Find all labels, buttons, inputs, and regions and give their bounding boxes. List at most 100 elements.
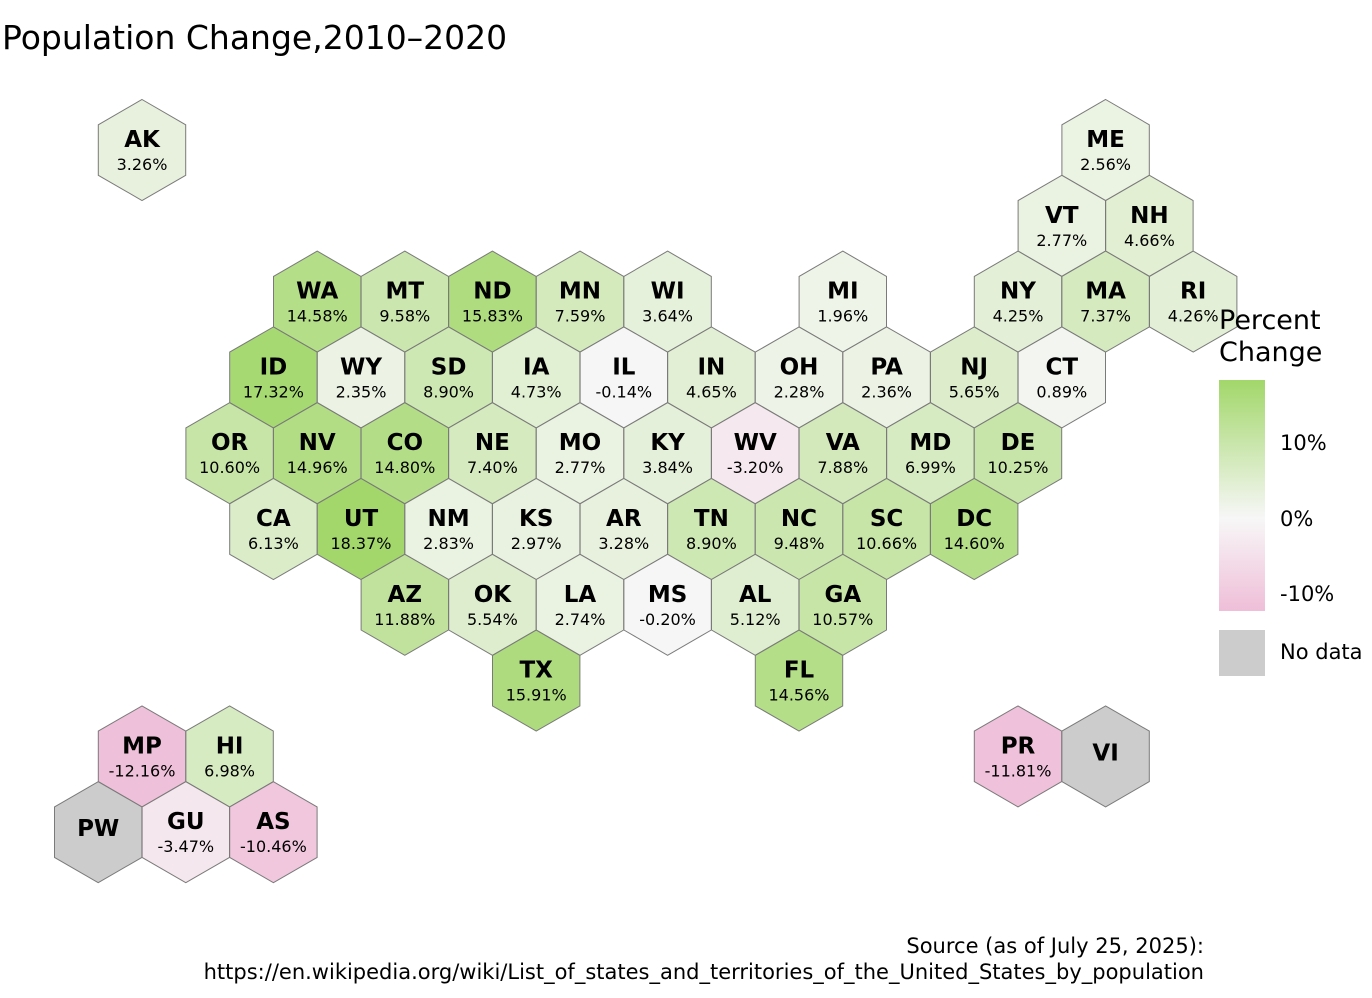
hex-mn: MN 7.59% [535, 250, 625, 353]
state-code-ca: CA [256, 506, 291, 532]
state-code-mn: MN [559, 279, 601, 305]
state-pct-fl: 14.56% [768, 686, 829, 705]
state-code-la: LA [564, 582, 597, 608]
hex-ri: RI 4.26% [1149, 250, 1238, 353]
state-pct-in: 4.65% [686, 382, 737, 401]
state-code-ri: RI [1180, 279, 1206, 305]
hex-la: LA 2.74% [535, 553, 625, 656]
hex-ia: IA 4.73% [492, 326, 581, 429]
hex-wv: WV -3.20% [711, 402, 800, 505]
state-code-ga: GA [824, 582, 861, 608]
state-pct-ri: 4.26% [1168, 307, 1219, 326]
hex-shape-ri [1149, 250, 1238, 353]
hex-ks: KS 2.97% [492, 477, 581, 581]
state-code-me: ME [1086, 127, 1125, 153]
hex-shape-fl [754, 629, 844, 732]
state-code-va: VA [826, 430, 860, 456]
hex-in: IN 4.65% [667, 326, 756, 429]
state-code-wv: WV [734, 430, 777, 456]
state-code-nh: NH [1130, 203, 1169, 229]
hex-ar: AR 3.28% [579, 477, 668, 581]
legend-title: Percent Change [1219, 305, 1322, 369]
state-code-tn: TN [694, 506, 729, 532]
hex-or: OR 10.60% [185, 402, 274, 505]
state-pct-ks: 2.97% [511, 534, 562, 553]
state-pct-ga: 10.57% [812, 610, 873, 629]
hex-dc: DC 14.60% [930, 477, 1019, 581]
state-pct-ms: -0.20% [639, 610, 696, 629]
state-code-as: AS [256, 809, 290, 835]
state-code-vi: VI [1092, 740, 1118, 766]
hex-shape-as [229, 781, 318, 884]
state-code-al: AL [739, 582, 772, 608]
state-code-pr: PR [1001, 733, 1036, 759]
state-pct-ny: 4.25% [993, 307, 1044, 326]
state-pct-wi: 3.64% [642, 307, 693, 326]
hex-md: MD 6.99% [886, 402, 975, 505]
hex-ak: AK 3.26% [97, 98, 187, 202]
state-pct-sc: 10.66% [856, 534, 917, 553]
state-pct-as: -10.46% [240, 837, 307, 856]
hex-nd: ND 15.83% [448, 250, 537, 353]
legend-no-data-swatch [1219, 630, 1265, 676]
hex-nh: NH 4.66% [1105, 174, 1194, 277]
state-pct-wv: -3.20% [727, 458, 784, 477]
state-pct-nv: 14.96% [287, 458, 348, 477]
state-code-ak: AK [124, 127, 161, 153]
state-code-ks: KS [519, 506, 553, 532]
state-code-tx: TX [519, 658, 553, 684]
hex-nm: NM 2.83% [404, 477, 493, 581]
state-code-dc: DC [956, 506, 992, 532]
legend-no-data-label: No data [1280, 640, 1363, 664]
hex-pa: PA 2.36% [842, 326, 931, 429]
state-code-ct: CT [1046, 354, 1079, 380]
state-pct-sd: 8.90% [423, 382, 474, 401]
state-pct-nh: 4.66% [1124, 231, 1175, 250]
state-code-ky: KY [650, 430, 685, 456]
source-note: Source (as of July 25, 2025): https://en… [204, 933, 1204, 985]
state-pct-ut: 18.37% [330, 534, 391, 553]
state-pct-nc: 9.48% [774, 534, 825, 553]
state-code-nv: NV [299, 430, 336, 456]
state-pct-mt: 9.58% [379, 307, 430, 326]
hex-ny: NY 4.25% [973, 250, 1063, 353]
state-code-mp: MP [122, 733, 162, 759]
state-code-vt: VT [1045, 203, 1079, 229]
hex-al: AL 5.12% [711, 553, 800, 656]
state-pct-id: 17.32% [243, 382, 304, 401]
state-code-or: OR [211, 430, 249, 456]
state-pct-ne: 7.40% [467, 458, 518, 477]
state-code-wa: WA [296, 279, 338, 305]
state-pct-mn: 7.59% [555, 307, 606, 326]
state-pct-tn: 8.90% [686, 534, 737, 553]
state-pct-nm: 2.83% [423, 534, 474, 553]
state-code-mt: MT [386, 279, 425, 305]
legend-tick-10: 10% [1280, 431, 1327, 455]
state-code-in: IN [697, 354, 725, 380]
state-pct-dc: 14.60% [944, 534, 1005, 553]
state-pct-ia: 4.73% [511, 382, 562, 401]
hex-as: AS -10.46% [229, 781, 318, 884]
state-pct-ar: 3.28% [598, 534, 649, 553]
state-pct-ma: 7.37% [1080, 307, 1131, 326]
state-code-az: AZ [388, 582, 422, 608]
legend-tick-0: 0% [1280, 507, 1314, 531]
hex-hi: HI 6.98% [185, 705, 274, 808]
hex-shape-tx [492, 629, 581, 732]
state-code-sc: SC [870, 506, 903, 532]
source-line2: https://en.wikipedia.org/wiki/List_of_st… [203, 960, 1204, 984]
source-line1: Source (as of July 25, 2025): [906, 934, 1204, 958]
state-code-wy: WY [340, 354, 382, 380]
state-pct-ct: 0.89% [1036, 382, 1087, 401]
state-pct-il: -0.14% [595, 382, 652, 401]
state-pct-va: 7.88% [817, 458, 868, 477]
state-code-oh: OH [780, 354, 819, 380]
hex-vt: VT 2.77% [1017, 174, 1106, 277]
state-code-sd: SD [431, 354, 467, 380]
hex-gu: GU -3.47% [141, 781, 230, 884]
state-code-mo: MO [559, 430, 601, 456]
hex-mt: MT 9.58% [360, 250, 449, 353]
hex-tx: TX 15.91% [492, 629, 581, 732]
map-title: Population Change,2010–2020 [2, 18, 508, 57]
